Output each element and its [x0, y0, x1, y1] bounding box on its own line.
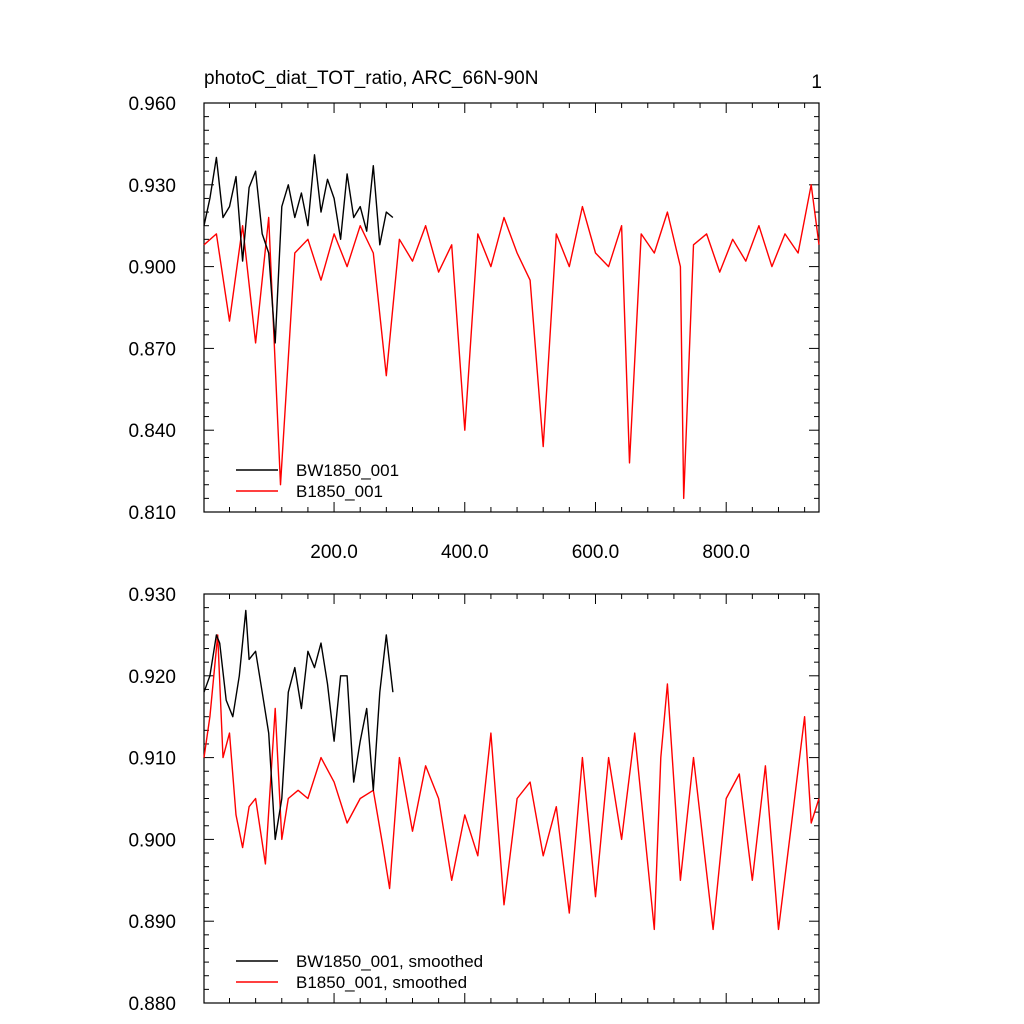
top-x-tick-labels: 200.0 400.0 600.0 800.0: [310, 542, 750, 563]
bottom-y-tick-label: 0.880: [128, 994, 176, 1015]
bottom-y-tick-label: 0.910: [128, 749, 176, 770]
legend-label-b1850-smoothed: B1850_001, smoothed: [296, 973, 467, 992]
legend-label-bw1850: BW1850_001: [296, 461, 399, 480]
top-x-tick-label: 800.0: [702, 542, 750, 563]
top-y-tick-labels: 0.810 0.840 0.870 0.900 0.930 0.960: [128, 94, 176, 524]
bottom-y-tick-label: 0.900: [128, 830, 176, 851]
bottom-y-tick-label: 0.890: [128, 912, 176, 933]
bottom-y-tick-label: 0.930: [128, 585, 176, 606]
bottom-series-group: [203, 609, 820, 931]
top-y-tick-label: 0.960: [128, 94, 176, 115]
bottom-y-tick-labels: 0.880 0.890 0.900 0.910 0.920 0.930: [128, 585, 176, 1015]
top-panel: photoC_diat_TOT_ratio, ARC_66N-90N 1 0.8…: [128, 68, 822, 563]
bottom-series-line-1: [203, 634, 820, 931]
top-legend: BW1850_001 B1850_001: [236, 461, 399, 501]
top-series-group: [203, 154, 820, 500]
top-series-line-0: [203, 154, 394, 344]
chart-title: photoC_diat_TOT_ratio, ARC_66N-90N: [204, 68, 538, 89]
top-series-line-1: [203, 184, 820, 500]
top-y-tick-label: 0.900: [128, 258, 176, 279]
top-x-tick-label: 400.0: [441, 542, 489, 563]
top-plot-frame: [203, 102, 820, 513]
top-x-tick-label: 600.0: [572, 542, 620, 563]
bottom-panel: 0.880 0.890 0.900 0.910 0.920 0.930 BW1850_00…: [128, 585, 820, 1015]
panel-number: 1: [811, 72, 822, 93]
bottom-legend: BW1850_001, smoothed B1850_001, smoothed: [236, 952, 483, 992]
top-ticks: [204, 102, 819, 513]
top-y-tick-label: 0.930: [128, 176, 176, 197]
top-x-tick-label: 200.0: [310, 542, 358, 563]
legend-label-b1850: B1850_001: [296, 482, 383, 501]
bottom-ticks: [204, 593, 819, 1004]
bottom-y-tick-label: 0.920: [128, 667, 176, 688]
top-y-tick-label: 0.810: [128, 503, 176, 524]
bottom-series-line-0: [203, 609, 394, 841]
legend-label-bw1850-smoothed: BW1850_001, smoothed: [296, 952, 483, 971]
top-y-tick-label: 0.840: [128, 421, 176, 442]
top-y-tick-label: 0.870: [128, 339, 176, 360]
